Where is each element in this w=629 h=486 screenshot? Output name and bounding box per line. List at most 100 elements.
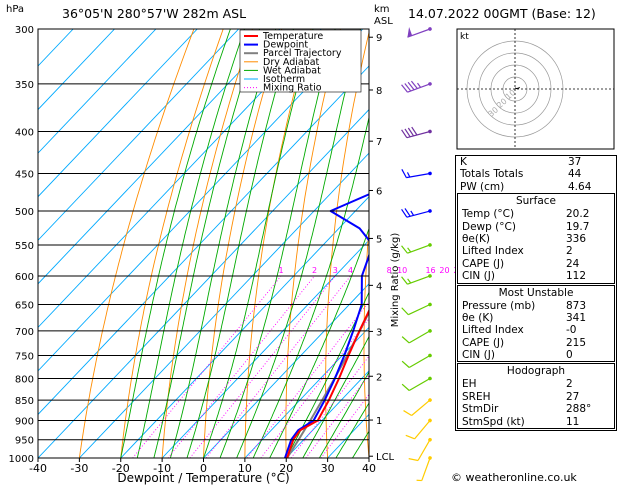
km-tick-label: 3 xyxy=(376,327,382,338)
pressure-tick-label: 950 xyxy=(15,436,34,447)
surface-row: θe(K) 336 xyxy=(458,233,614,245)
wind-barb-staff xyxy=(408,330,431,344)
pressure-unit-label: hPa xyxy=(6,4,25,15)
pressure-tick-label: 900 xyxy=(15,416,34,427)
most-unstable-row: CAPE (J) 215 xyxy=(458,337,614,349)
wind-full-barb xyxy=(401,383,410,391)
wind-barb xyxy=(401,208,432,218)
wind-barb xyxy=(401,126,432,139)
most-unstable-label: θe (K) xyxy=(462,311,494,324)
most-unstable-label: CAPE (J) xyxy=(462,336,505,349)
x-tick-label: 10 xyxy=(238,462,252,475)
isotherm-line xyxy=(38,29,198,198)
most-unstable-title: Most Unstable xyxy=(498,286,574,299)
wind-half-barb xyxy=(417,82,422,88)
surface-title: Surface xyxy=(515,195,556,208)
most-unstable-value: 873 xyxy=(566,299,587,312)
index-row-k: K 37 xyxy=(460,156,582,168)
wind-full-barb xyxy=(407,127,415,137)
legend-label: Dry Adiabat xyxy=(263,57,320,68)
hodograph-unit-label: kt xyxy=(460,32,469,42)
wind-barb-staff xyxy=(407,275,431,285)
legend-label: Isotherm xyxy=(263,74,305,85)
hodograph-row: SREH 27 xyxy=(458,391,614,403)
mixing-ratio-label: 3 xyxy=(333,266,338,275)
pressure-tick-label: 400 xyxy=(15,128,34,139)
mixing-ratio-label: 8 xyxy=(387,266,392,275)
pressure-tick-label: 350 xyxy=(15,80,34,91)
wind-barb-staff xyxy=(414,420,431,440)
surface-value: 336 xyxy=(566,232,587,245)
km-tick-label: 6 xyxy=(376,186,382,197)
x-tick-label: 0 xyxy=(200,462,207,475)
wind-barb xyxy=(401,80,432,93)
wind-barb-dot xyxy=(428,171,432,176)
isotherm-line xyxy=(38,29,281,285)
legend-label: Parcel Trajectory xyxy=(263,48,342,59)
altitude-unit-label: km ASL xyxy=(374,4,393,28)
wind-full-barb xyxy=(404,208,411,217)
wind-full-barb xyxy=(404,128,411,138)
surface-section: Surface Temp (°C) 20.2 Dewp (°C) 19.7 θe(K) 3… xyxy=(457,193,615,284)
indices-table: K 37 Totals Totals 44 PW (cm) 4.64 Surface … xyxy=(455,155,617,432)
wind-barb xyxy=(401,353,432,369)
wind-barb-dot xyxy=(428,376,432,381)
mixing-ratio-label: 2 xyxy=(312,266,317,275)
asl-label: ASL xyxy=(374,16,393,27)
km-tick-label: 8 xyxy=(376,86,382,97)
surface-value: 20.2 xyxy=(566,208,590,221)
wind-barb-staff xyxy=(406,210,431,218)
wind-barb-staff xyxy=(407,28,431,38)
wind-full-barb xyxy=(401,129,408,139)
wind-barb xyxy=(401,274,432,285)
wind-full-barb xyxy=(401,84,408,93)
most-unstable-label: Pressure (mb) xyxy=(462,299,536,312)
wind-full-barb xyxy=(401,307,409,316)
wind-barb xyxy=(416,456,432,482)
km-tick-label: 2 xyxy=(376,372,382,383)
wind-barb-dot xyxy=(428,353,432,358)
wind-half-barb xyxy=(407,247,412,253)
x-tick-label: -10 xyxy=(153,462,171,475)
isotherm-line xyxy=(285,370,369,458)
pressure-tick-label: 800 xyxy=(15,374,34,385)
index-row-pw: PW (cm) 4.64 xyxy=(460,180,592,193)
surface-value: 19.7 xyxy=(566,220,590,233)
surface-row: Lifted Index 2 xyxy=(458,245,614,257)
mixing-ratio-label: 1 xyxy=(278,266,283,275)
wind-barb-dot xyxy=(428,398,432,402)
most-unstable-value: 341 xyxy=(566,311,587,324)
wind-half-barb xyxy=(406,172,411,178)
wind-half-barb xyxy=(407,278,412,284)
isotherm-line xyxy=(38,29,240,241)
hodograph-row: StmSpd (kt) 11 xyxy=(458,416,614,428)
wind-full-barb xyxy=(410,80,418,89)
km-tick-label: 1 xyxy=(376,416,382,427)
wind-barb xyxy=(405,418,432,440)
surface-label: θe(K) xyxy=(462,232,490,245)
km-tick-label: LCL xyxy=(376,452,395,463)
wind-barb-staff xyxy=(421,457,431,481)
wind-barb-dot xyxy=(428,456,432,460)
legend-label: Mixing Ratio xyxy=(263,83,322,94)
most-unstable-row: CIN (J) 0 xyxy=(458,349,614,361)
wind-full-barb xyxy=(407,81,415,91)
wind-full-barb xyxy=(405,434,415,440)
surface-value: 24 xyxy=(566,257,580,270)
x-tick-label: 40 xyxy=(362,462,376,475)
wind-full-barb xyxy=(401,245,408,254)
most-unstable-value: 215 xyxy=(566,336,587,349)
wind-barb-dot xyxy=(428,82,432,86)
hodograph-row: StmDir 288° xyxy=(458,403,614,415)
wind-barb-staff xyxy=(407,83,431,93)
pressure-tick-label: 750 xyxy=(15,351,34,362)
hodograph-row: EH 2 xyxy=(458,378,614,390)
hodograph-frame xyxy=(456,28,615,150)
wet-adiabat-line xyxy=(335,402,369,458)
mixing-ratio-axis-title: Mixing Ratio (g/kg) xyxy=(390,233,401,328)
pressure-tick-label: 550 xyxy=(15,241,34,252)
wind-barb xyxy=(401,376,432,392)
isotherm-line xyxy=(203,283,369,458)
